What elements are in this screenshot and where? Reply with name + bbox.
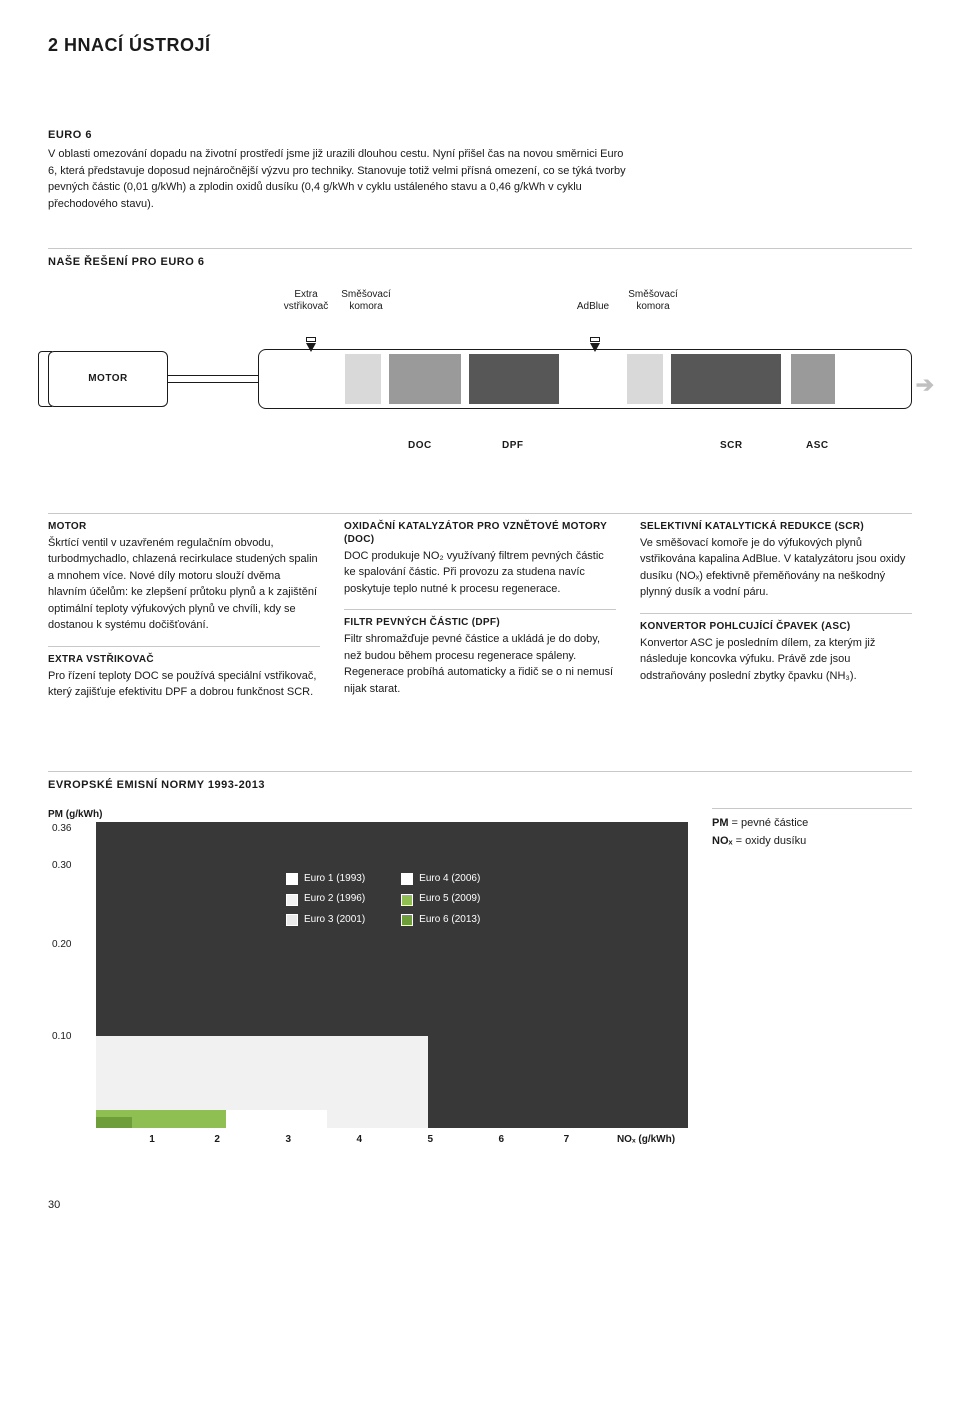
emissions-wrap: PM (g/kWh) 0.36 0.30 0.20 0.10 Euro 1 (1993… <box>48 808 912 1148</box>
col-dpf-h: FILTR PEVNÝCH ČÁSTIC (DPF) <box>344 616 616 629</box>
label-asc: ASC <box>806 439 829 454</box>
col-scr-p: Ve směšovací komoře je do výfukových ply… <box>640 535 912 601</box>
x-tick: 6 <box>499 1133 505 1148</box>
col-motor-h: MOTOR <box>48 520 320 533</box>
legend-swatch <box>286 914 298 926</box>
label-dpf: DPF <box>502 439 524 454</box>
legend-item: Euro 4 (2006) <box>401 872 480 887</box>
page-number: 30 <box>48 1198 912 1214</box>
y-tick: 0.20 <box>52 938 71 953</box>
nox-desc: = oxidy dusíku <box>733 835 807 847</box>
col-asc-p: Konvertor ASC je posledním dílem, za kte… <box>640 635 912 685</box>
exhaust-diagram: Extravstřikovač Směšovacíkomora AdBlue S… <box>48 289 912 489</box>
x-tick: 3 <box>285 1133 291 1148</box>
legend-item: Euro 2 (1996) <box>286 892 365 907</box>
injector-1-box <box>306 337 316 342</box>
label-extra-injector: Extravstřikovač <box>276 289 336 314</box>
legend-label: Euro 3 (2001) <box>304 913 365 928</box>
col-right: SELEKTIVNÍ KATALYTICKÁ REDUKCE (SCR) Ve … <box>640 520 912 701</box>
diagram-bottom-labels: DOC DPF SCR ASC <box>48 439 912 459</box>
y-tick: 0.30 <box>52 859 71 874</box>
legend-item: Euro 3 (2001) <box>286 913 365 928</box>
y-tick: 0.36 <box>52 822 71 837</box>
label-mixing-chamber-2: Směšovacíkomora <box>623 289 683 314</box>
euro6-intro-text: V oblasti omezování dopadu na životní pr… <box>48 146 628 212</box>
injector-1-nozzle-icon <box>306 343 316 352</box>
side-legend: PM = pevné částice NOₓ = oxidy dusíku <box>712 808 912 850</box>
col-extra-p: Pro řízení teploty DOC se používá speciá… <box>48 668 320 701</box>
col-asc-h: KONVERTOR POHLCUJÍCÍ ČPAVEK (ASC) <box>640 620 912 633</box>
col-extra-h: EXTRA VSTŘIKOVAČ <box>48 653 320 666</box>
col-middle: OXIDAČNÍ KATALYZÁTOR PRO VZNĚTOVÉ MOTORY… <box>344 520 616 701</box>
legend-swatch <box>401 894 413 906</box>
injector-2-nozzle-icon <box>590 343 600 352</box>
x-tick: 1 <box>149 1133 155 1148</box>
motor-box: MOTOR <box>48 351 168 407</box>
arrow-out-icon: ➔ <box>916 369 934 401</box>
pm-label: PM <box>712 817 729 829</box>
label-scr: SCR <box>720 439 743 454</box>
legend-item: Euro 5 (2009) <box>401 892 480 907</box>
legend-label: Euro 1 (1993) <box>304 872 365 887</box>
info-columns: MOTOR Škrtící ventil v uzavřeném regulač… <box>48 513 912 701</box>
label-mixing-chamber-1: Směšovacíkomora <box>336 289 396 314</box>
chart-legend: Euro 1 (1993)Euro 2 (1996)Euro 3 (2001) … <box>286 872 480 928</box>
exhaust-tube <box>258 349 912 409</box>
label-adblue: AdBlue <box>568 301 618 314</box>
legend-swatch <box>286 873 298 885</box>
legend-label: Euro 6 (2013) <box>419 913 480 928</box>
section-header: 2 HNACÍ ÚSTROJÍ <box>48 32 912 58</box>
block-dpf <box>469 354 559 404</box>
legend-label: Euro 5 (2009) <box>419 892 480 907</box>
chart-plot-area: Euro 1 (1993)Euro 2 (1996)Euro 3 (2001) … <box>96 822 688 1128</box>
solution-heading: NAŠE ŘEŠENÍ PRO EURO 6 <box>48 248 912 271</box>
legend-label: Euro 2 (1996) <box>304 892 365 907</box>
x-tick: 7 <box>564 1133 570 1148</box>
emission-chart: PM (g/kWh) 0.36 0.30 0.20 0.10 Euro 1 (1993… <box>48 808 688 1148</box>
x-tick: 2 <box>214 1133 220 1148</box>
y-tick: 0.10 <box>52 1030 71 1045</box>
y-axis-label: PM (g/kWh) <box>48 808 102 823</box>
pipe-connector <box>168 375 258 383</box>
legend-item: Euro 1 (1993) <box>286 872 365 887</box>
col-motor-p: Škrtící ventil v uzavřeném regulačním ob… <box>48 535 320 634</box>
x-tick: 5 <box>428 1133 434 1148</box>
block-asc <box>791 354 835 404</box>
euro6-title: EURO 6 <box>48 128 912 144</box>
label-doc: DOC <box>408 439 432 454</box>
pm-desc: = pevné částice <box>729 817 809 829</box>
col-left: MOTOR Škrtící ventil v uzavřeném regulač… <box>48 520 320 701</box>
block-mix1 <box>345 354 381 404</box>
emission-bar <box>96 1117 132 1128</box>
injector-2-box <box>590 337 600 342</box>
x-tick: 4 <box>356 1133 362 1148</box>
legend-swatch <box>401 914 413 926</box>
legend-swatch <box>286 894 298 906</box>
col-doc-p: DOC produkuje NO₂ využívaný filtrem pevn… <box>344 548 616 598</box>
col-scr-h: SELEKTIVNÍ KATALYTICKÁ REDUKCE (SCR) <box>640 520 912 533</box>
emissions-heading: EVROPSKÉ EMISNÍ NORMY 1993-2013 <box>48 771 912 794</box>
nox-label: NOₓ <box>712 835 733 847</box>
legend-item: Euro 6 (2013) <box>401 913 480 928</box>
col-doc-h: OXIDAČNÍ KATALYZÁTOR PRO VZNĚTOVÉ MOTORY… <box>344 520 616 546</box>
col-dpf-p: Filtr shromažďuje pevné částice a ukládá… <box>344 631 616 697</box>
legend-swatch <box>401 873 413 885</box>
block-doc <box>389 354 461 404</box>
legend-label: Euro 4 (2006) <box>419 872 480 887</box>
x-axis-label: NOₓ (g/kWh) <box>617 1133 675 1148</box>
block-mix2 <box>627 354 663 404</box>
block-scr <box>671 354 781 404</box>
